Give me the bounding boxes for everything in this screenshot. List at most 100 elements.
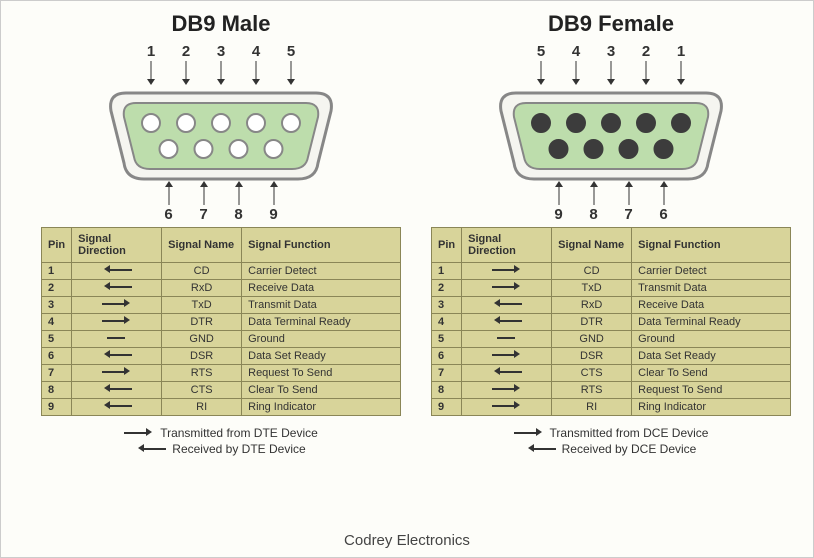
legend-text: Transmitted from DCE Device xyxy=(550,426,709,440)
table-header: Signal Direction xyxy=(462,228,552,263)
direction-arrow-icon xyxy=(102,385,132,393)
female-connector-wrap: 54321 9876 xyxy=(431,43,791,223)
male-bottom-labels: 6789 xyxy=(41,206,401,223)
cell-signal-name: CD xyxy=(552,263,632,280)
cell-signal-name: CTS xyxy=(162,382,242,399)
direction-arrow-icon xyxy=(492,300,522,308)
legend-item: Received by DTE Device xyxy=(41,442,401,456)
cell-signal-name: GND xyxy=(552,331,632,348)
cell-pin: 5 xyxy=(432,331,462,348)
direction-arrow-icon xyxy=(102,300,132,308)
male-connector-wrap: 12345 6789 xyxy=(41,43,401,223)
direction-arrow-icon xyxy=(492,266,522,274)
cell-direction xyxy=(72,297,162,314)
table-row: 8 CTS Clear To Send xyxy=(42,382,401,399)
cell-signal-function: Data Set Ready xyxy=(242,348,401,365)
direction-arrow-icon xyxy=(492,334,522,342)
cell-signal-function: Receive Data xyxy=(242,280,401,297)
table-row: 7 CTS Clear To Send xyxy=(432,365,791,382)
cell-direction xyxy=(72,382,162,399)
table-header: Pin xyxy=(42,228,72,263)
cell-signal-function: Ground xyxy=(632,331,791,348)
cell-signal-name: RTS xyxy=(162,365,242,382)
table-row: 9 RI Ring Indicator xyxy=(42,399,401,416)
female-panel: DB9 Female 54321 9876 PinSignal Directio… xyxy=(431,11,791,458)
direction-arrow-icon xyxy=(492,317,522,325)
legend-text: Received by DTE Device xyxy=(172,442,305,456)
table-row: 7 RTS Request To Send xyxy=(42,365,401,382)
cell-pin: 8 xyxy=(42,382,72,399)
pin-label: 6 xyxy=(164,206,174,223)
direction-arrow-icon xyxy=(102,283,132,291)
direction-arrow-icon xyxy=(492,283,522,291)
table-row: 6 DSR Data Set Ready xyxy=(432,348,791,365)
cell-signal-function: Transmit Data xyxy=(632,280,791,297)
table-header: Signal Name xyxy=(552,228,632,263)
direction-arrow-icon xyxy=(102,402,132,410)
pin-label: 3 xyxy=(606,43,616,60)
cell-signal-function: Carrier Detect xyxy=(632,263,791,280)
table-row: 2 TxD Transmit Data xyxy=(432,280,791,297)
pin-label: 8 xyxy=(234,206,244,223)
direction-arrow-icon xyxy=(492,402,522,410)
cell-pin: 1 xyxy=(42,263,72,280)
female-title: DB9 Female xyxy=(431,11,791,37)
table-header: Signal Function xyxy=(242,228,401,263)
cell-signal-name: RTS xyxy=(552,382,632,399)
pin-label: 4 xyxy=(251,43,261,60)
cell-direction xyxy=(72,399,162,416)
cell-pin: 9 xyxy=(42,399,72,416)
pin-label: 2 xyxy=(641,43,651,60)
cell-signal-function: Request To Send xyxy=(632,382,791,399)
cell-pin: 8 xyxy=(432,382,462,399)
table-row: 2 RxD Receive Data xyxy=(42,280,401,297)
cell-signal-name: DTR xyxy=(552,314,632,331)
table-row: 5 GND Ground xyxy=(42,331,401,348)
direction-arrow-icon xyxy=(514,429,544,437)
legend-item: Received by DCE Device xyxy=(431,442,791,456)
cell-signal-function: Data Terminal Ready xyxy=(632,314,791,331)
direction-arrow-icon xyxy=(102,266,132,274)
table-row: 3 RxD Receive Data xyxy=(432,297,791,314)
female-legend: Transmitted from DCE Device Received by D… xyxy=(431,426,791,456)
cell-signal-function: Clear To Send xyxy=(632,365,791,382)
cell-signal-function: Ground xyxy=(242,331,401,348)
direction-arrow-icon xyxy=(492,368,522,376)
cell-direction xyxy=(72,365,162,382)
cell-direction xyxy=(462,314,552,331)
male-legend: Transmitted from DTE Device Received by D… xyxy=(41,426,401,456)
female-table: PinSignal DirectionSignal NameSignal Fun… xyxy=(431,227,791,416)
legend-item: Transmitted from DCE Device xyxy=(431,426,791,440)
pin-label: 5 xyxy=(286,43,296,60)
pin-label: 7 xyxy=(199,206,209,223)
cell-pin: 4 xyxy=(42,314,72,331)
cell-direction xyxy=(462,280,552,297)
cell-pin: 5 xyxy=(42,331,72,348)
cell-direction xyxy=(72,314,162,331)
cell-pin: 4 xyxy=(432,314,462,331)
cell-signal-name: RxD xyxy=(552,297,632,314)
cell-signal-name: TxD xyxy=(162,297,242,314)
male-connector-svg xyxy=(106,91,336,181)
table-row: 4 DTR Data Terminal Ready xyxy=(42,314,401,331)
female-connector-svg xyxy=(496,91,726,181)
cell-pin: 9 xyxy=(432,399,462,416)
table-row: 6 DSR Data Set Ready xyxy=(42,348,401,365)
legend-item: Transmitted from DTE Device xyxy=(41,426,401,440)
cell-signal-function: Data Terminal Ready xyxy=(242,314,401,331)
cell-direction xyxy=(462,263,552,280)
pin-label: 5 xyxy=(536,43,546,60)
cell-direction xyxy=(462,382,552,399)
cell-pin: 2 xyxy=(42,280,72,297)
male-tbody: 1 CD Carrier Detect2 RxD Receive Data3 T… xyxy=(42,263,401,416)
pin-label: 6 xyxy=(659,206,669,223)
direction-arrow-icon xyxy=(492,385,522,393)
male-title: DB9 Male xyxy=(41,11,401,37)
cell-signal-name: DSR xyxy=(552,348,632,365)
cell-signal-name: DTR xyxy=(162,314,242,331)
direction-arrow-icon xyxy=(102,351,132,359)
table-header: Signal Direction xyxy=(72,228,162,263)
pin-label: 1 xyxy=(676,43,686,60)
table-row: 1 CD Carrier Detect xyxy=(42,263,401,280)
female-tbody: 1 CD Carrier Detect2 TxD Transmit Data3 … xyxy=(432,263,791,416)
